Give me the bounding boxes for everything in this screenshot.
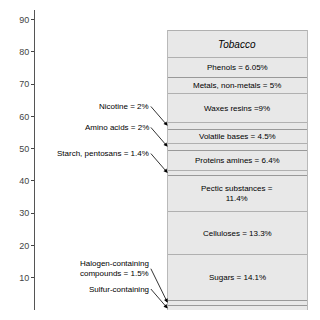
svg-text:Metals, non-metals = 5%: Metals, non-metals = 5% — [193, 81, 281, 90]
svg-text:Proteins amines = 6.4%: Proteins amines = 6.4% — [195, 156, 280, 165]
svg-text:30: 30 — [19, 208, 29, 218]
svg-text:70: 70 — [19, 79, 29, 89]
svg-text:Sulfur-containing: Sulfur-containing — [89, 285, 149, 294]
svg-text:60: 60 — [19, 112, 29, 122]
svg-text:Amino acids = 2%: Amino acids = 2% — [85, 123, 149, 132]
svg-text:90: 90 — [19, 15, 29, 25]
svg-text:Tobacco: Tobacco — [218, 39, 256, 50]
svg-text:Sugars = 14.1%: Sugars = 14.1% — [209, 273, 266, 282]
svg-text:50: 50 — [19, 144, 29, 154]
svg-text:Volatile bases = 4.5%: Volatile bases = 4.5% — [199, 132, 276, 141]
svg-text:80: 80 — [19, 47, 29, 57]
svg-text:Celluloses = 13.3%: Celluloses = 13.3% — [203, 229, 272, 238]
svg-text:20: 20 — [19, 241, 29, 251]
svg-text:Pectic substances =11.4%: Pectic substances =11.4% — [201, 184, 273, 203]
svg-text:Nicotine = 2%: Nicotine = 2% — [99, 102, 149, 111]
svg-text:Waxes resins =9%: Waxes resins =9% — [204, 104, 270, 113]
svg-text:40: 40 — [19, 176, 29, 186]
svg-text:10: 10 — [19, 273, 29, 283]
svg-text:Halogen-containingcompounds =: Halogen-containingcompounds = 1.5% — [80, 259, 149, 278]
svg-text:Starch, pentosans = 1.4%: Starch, pentosans = 1.4% — [57, 149, 149, 158]
svg-text:Phenols = 6.05%: Phenols = 6.05% — [207, 63, 268, 72]
